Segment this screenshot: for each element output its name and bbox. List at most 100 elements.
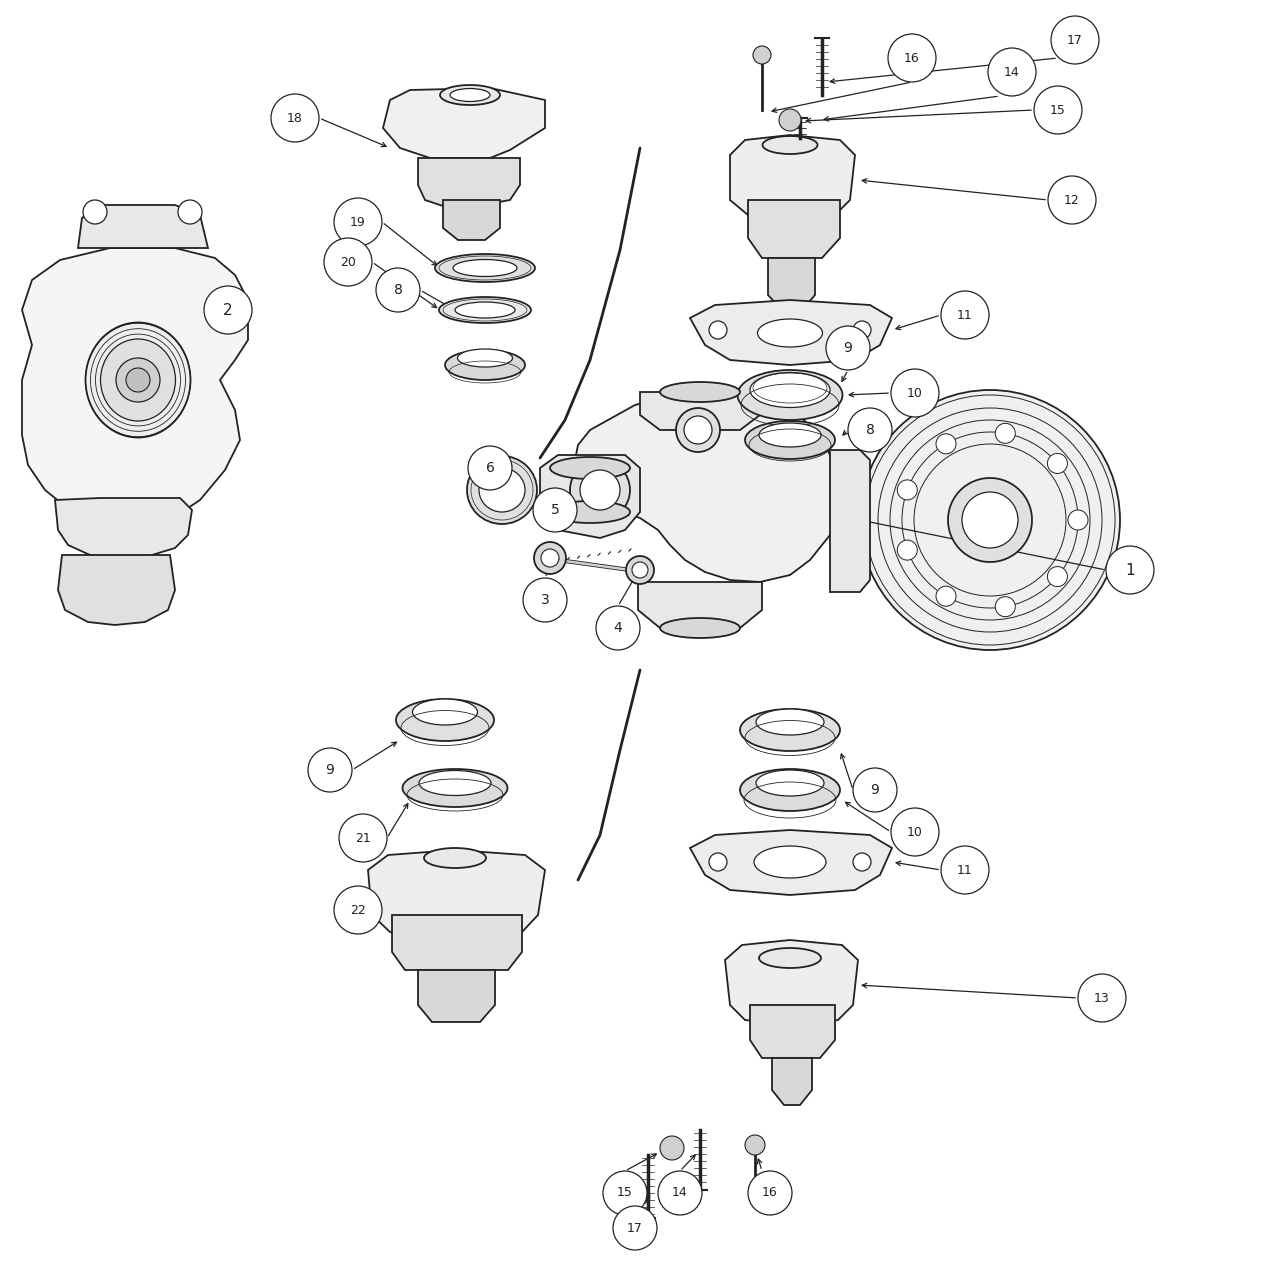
- Ellipse shape: [660, 381, 740, 402]
- Circle shape: [826, 326, 870, 370]
- Polygon shape: [730, 134, 855, 221]
- Circle shape: [854, 321, 871, 339]
- Polygon shape: [368, 850, 545, 938]
- Ellipse shape: [403, 769, 507, 806]
- Circle shape: [995, 596, 1015, 617]
- Circle shape: [748, 1171, 792, 1215]
- Circle shape: [941, 846, 989, 893]
- Ellipse shape: [758, 319, 823, 347]
- Ellipse shape: [434, 253, 535, 282]
- Circle shape: [995, 424, 1015, 443]
- Ellipse shape: [419, 771, 490, 795]
- Text: 6: 6: [485, 461, 494, 475]
- Text: 1: 1: [1125, 562, 1135, 577]
- Circle shape: [632, 562, 648, 579]
- Circle shape: [533, 488, 577, 532]
- Circle shape: [854, 768, 897, 812]
- Polygon shape: [640, 392, 761, 430]
- Circle shape: [948, 477, 1032, 562]
- Circle shape: [936, 434, 956, 454]
- Text: 20: 20: [340, 256, 355, 269]
- Ellipse shape: [754, 846, 826, 878]
- Circle shape: [534, 541, 566, 573]
- Ellipse shape: [759, 948, 820, 968]
- Circle shape: [116, 358, 161, 402]
- Text: 9: 9: [870, 783, 879, 797]
- Text: 8: 8: [394, 283, 403, 297]
- Circle shape: [745, 1135, 764, 1155]
- Circle shape: [778, 109, 801, 131]
- Text: 11: 11: [957, 864, 973, 877]
- Circle shape: [596, 605, 640, 650]
- Ellipse shape: [424, 849, 485, 868]
- Polygon shape: [392, 915, 522, 970]
- Text: 19: 19: [350, 215, 366, 229]
- Polygon shape: [691, 300, 892, 365]
- Circle shape: [339, 814, 387, 861]
- Ellipse shape: [755, 709, 824, 735]
- Circle shape: [1047, 453, 1068, 474]
- Circle shape: [271, 93, 318, 142]
- Ellipse shape: [85, 323, 191, 438]
- Circle shape: [989, 49, 1036, 96]
- Ellipse shape: [396, 699, 494, 741]
- Polygon shape: [78, 205, 208, 248]
- Circle shape: [854, 852, 871, 870]
- Circle shape: [1051, 17, 1099, 64]
- Ellipse shape: [763, 136, 818, 154]
- Ellipse shape: [759, 422, 820, 447]
- Polygon shape: [750, 1005, 834, 1059]
- Circle shape: [891, 369, 939, 417]
- Text: 15: 15: [1050, 104, 1066, 116]
- Circle shape: [541, 549, 559, 567]
- Text: 16: 16: [762, 1187, 778, 1199]
- Circle shape: [126, 369, 150, 392]
- Polygon shape: [418, 157, 520, 210]
- Text: 14: 14: [673, 1187, 688, 1199]
- Ellipse shape: [740, 709, 840, 751]
- Circle shape: [710, 321, 727, 339]
- Ellipse shape: [454, 260, 517, 276]
- Text: 16: 16: [905, 51, 920, 64]
- Polygon shape: [59, 556, 175, 625]
- Circle shape: [676, 408, 720, 452]
- Circle shape: [860, 390, 1120, 650]
- Ellipse shape: [745, 421, 834, 460]
- Circle shape: [1078, 974, 1126, 1021]
- Circle shape: [334, 198, 382, 246]
- Text: 12: 12: [1064, 193, 1080, 206]
- Circle shape: [1034, 86, 1082, 134]
- Circle shape: [468, 445, 512, 490]
- Polygon shape: [772, 1059, 812, 1105]
- Polygon shape: [22, 248, 248, 530]
- Circle shape: [1068, 509, 1088, 530]
- Circle shape: [1047, 567, 1068, 586]
- Circle shape: [1106, 547, 1154, 594]
- Circle shape: [941, 291, 989, 339]
- Circle shape: [891, 808, 939, 856]
- Circle shape: [334, 886, 382, 934]
- Circle shape: [613, 1206, 657, 1251]
- Text: 8: 8: [865, 422, 874, 436]
- Ellipse shape: [468, 456, 538, 524]
- Circle shape: [897, 540, 917, 561]
- Polygon shape: [55, 498, 192, 558]
- Ellipse shape: [738, 370, 842, 420]
- Circle shape: [626, 556, 654, 584]
- Polygon shape: [443, 200, 499, 241]
- Text: 11: 11: [957, 308, 973, 321]
- Text: 4: 4: [614, 621, 623, 635]
- Text: 17: 17: [627, 1221, 643, 1234]
- Ellipse shape: [479, 468, 525, 512]
- Text: 13: 13: [1094, 992, 1110, 1005]
- Circle shape: [178, 200, 203, 224]
- Text: 5: 5: [550, 503, 559, 517]
- Polygon shape: [540, 454, 640, 538]
- Ellipse shape: [660, 618, 740, 637]
- Text: 15: 15: [617, 1187, 633, 1199]
- Polygon shape: [725, 940, 857, 1025]
- Text: 9: 9: [326, 763, 335, 777]
- Circle shape: [1049, 177, 1096, 224]
- Ellipse shape: [755, 771, 824, 796]
- Circle shape: [888, 35, 936, 82]
